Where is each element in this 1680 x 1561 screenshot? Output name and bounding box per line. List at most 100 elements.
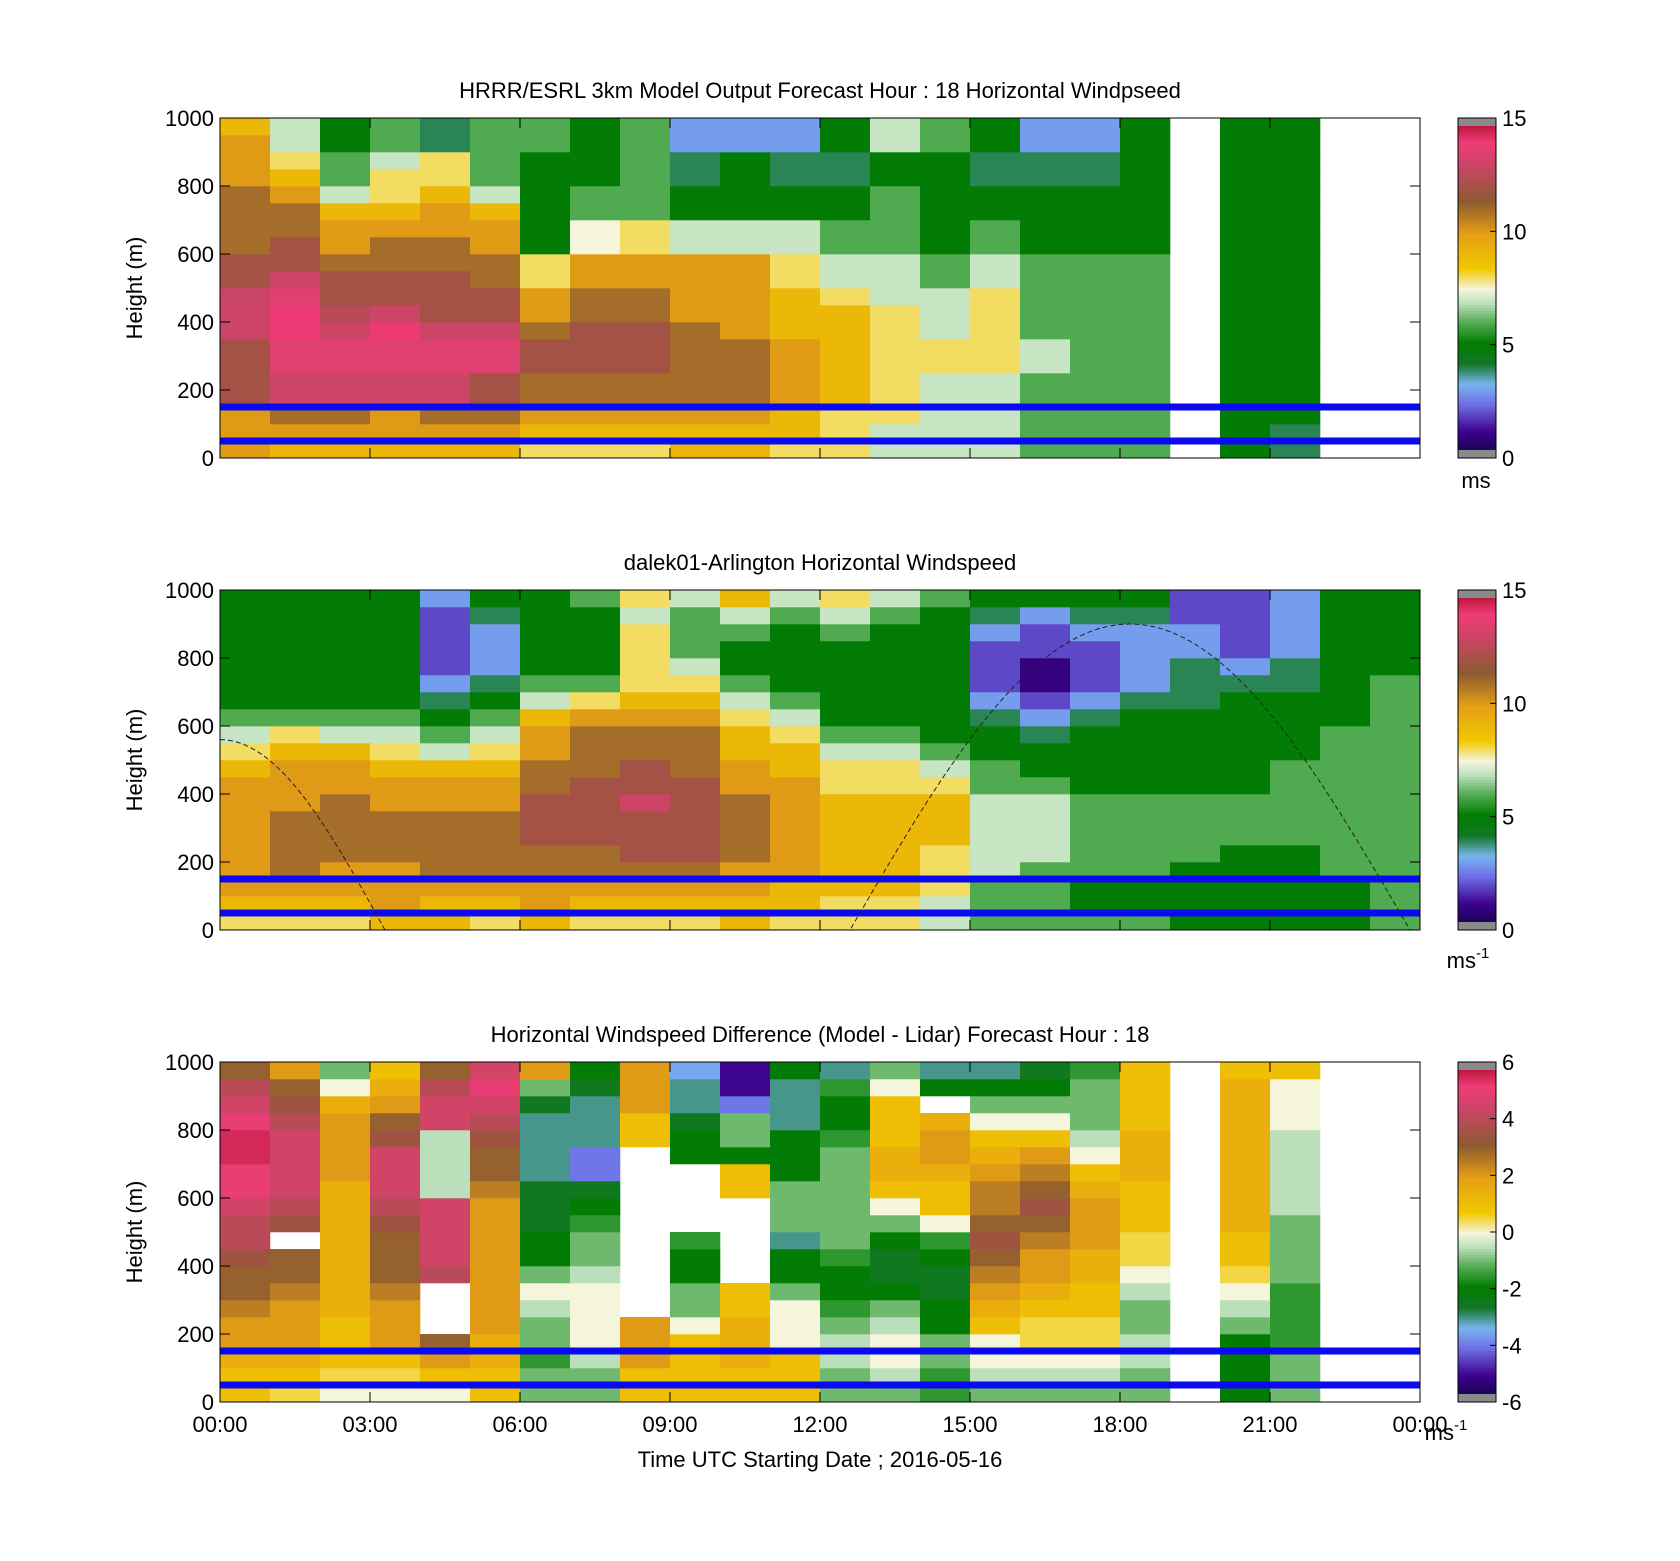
heatmap-cell — [470, 811, 521, 829]
heatmap-cell — [620, 1130, 671, 1148]
heatmap-cell — [470, 305, 521, 323]
colorbar-swatch — [1458, 1090, 1496, 1094]
heatmap-cell — [470, 424, 521, 442]
heatmap-cell — [1270, 203, 1321, 221]
heatmap-cell — [1120, 220, 1171, 238]
heatmap-cell — [720, 811, 771, 829]
heatmap-cell — [1070, 1249, 1121, 1267]
colorbar-swatch — [1458, 879, 1496, 883]
colorbar-swatch — [1458, 129, 1496, 133]
heatmap-cell — [270, 709, 321, 727]
colorbar-swatch — [1458, 279, 1496, 283]
heatmap-cell — [770, 135, 821, 153]
heatmap-cell — [920, 862, 971, 880]
colorbar-unit: ms — [1461, 468, 1490, 493]
heatmap-cell — [1070, 879, 1121, 897]
heatmap-cell — [370, 271, 421, 289]
heatmap-cell — [1270, 390, 1321, 408]
colorbar-swatch — [1458, 867, 1496, 871]
heatmap-cell — [620, 152, 671, 170]
heatmap-cell — [270, 1334, 321, 1352]
heatmap-cell — [470, 1317, 521, 1335]
heatmap-cell — [920, 390, 971, 408]
heatmap-cell — [670, 373, 721, 391]
colorbar-swatch — [1458, 669, 1496, 673]
heatmap-cell — [970, 743, 1021, 761]
heatmap-cell — [970, 424, 1021, 442]
heatmap-cell — [670, 186, 721, 204]
heatmap-cell — [1370, 760, 1421, 778]
colorbar-swatch — [1458, 205, 1496, 210]
heatmap-cell — [670, 407, 721, 425]
colorbar-swatch — [1458, 1234, 1496, 1239]
heatmap-cell — [1270, 641, 1321, 659]
heatmap-cell — [270, 424, 321, 442]
colorbar-swatch — [1458, 421, 1496, 425]
colorbar-swatch — [1458, 132, 1496, 136]
heatmap-cell — [770, 896, 821, 914]
colorbar-swatch — [1458, 384, 1496, 388]
heatmap-cell — [670, 203, 721, 221]
colorbar-swatch — [1458, 222, 1496, 227]
heatmap-cell — [1020, 1266, 1071, 1284]
colorbar-swatch — [1458, 794, 1496, 798]
colorbar-swatch — [1458, 1359, 1496, 1363]
heatmap-cell — [670, 896, 721, 914]
heatmap-cell — [420, 879, 471, 897]
colorbar-swatch — [1458, 285, 1496, 289]
colorbar-swatch — [1458, 194, 1496, 198]
colorbar-swatch — [1458, 796, 1496, 801]
colorbar-swatch — [1458, 137, 1496, 142]
heatmap-cell — [820, 692, 871, 710]
heatmap-cell — [620, 1062, 671, 1080]
heatmap-cell — [1070, 607, 1121, 625]
colorbar-swatch — [1458, 390, 1496, 394]
colorbar-swatch — [1458, 265, 1496, 269]
heatmap-cell — [470, 607, 521, 625]
heatmap-cell — [1270, 913, 1321, 931]
heatmap-cell — [820, 424, 871, 442]
colorbar-swatch — [1458, 307, 1496, 312]
heatmap-cell — [1070, 237, 1121, 255]
heatmap-cell — [1020, 424, 1071, 442]
heatmap-cell — [1370, 811, 1421, 829]
colorbar-swatch — [1458, 336, 1496, 340]
colorbar-swatch — [1458, 1200, 1496, 1205]
heatmap-cell — [1120, 726, 1171, 744]
heatmap-cell — [220, 339, 271, 357]
heatmap-cell — [520, 1198, 571, 1216]
colorbar-swatch — [1458, 443, 1496, 448]
heatmap-cell — [1220, 152, 1271, 170]
heatmap-cell — [1020, 794, 1071, 812]
colorbar-swatch — [1458, 197, 1496, 201]
heatmap-cell — [770, 1334, 821, 1352]
heatmap-cell — [920, 743, 971, 761]
heatmap-cell — [420, 658, 471, 676]
heatmap-cell — [320, 424, 371, 442]
colorbar-swatch — [1458, 598, 1496, 602]
heatmap-cell — [470, 1351, 521, 1369]
heatmap-cell — [1370, 692, 1421, 710]
heatmap-cell — [370, 288, 421, 306]
heatmap-cell — [970, 1283, 1021, 1301]
heatmap-cell — [520, 811, 571, 829]
heatmap-cell — [970, 1164, 1021, 1182]
heatmap-cell — [370, 743, 421, 761]
heatmap-cell — [1270, 424, 1321, 442]
panel-difference: Horizontal Windspeed Difference (Model -… — [122, 1022, 1522, 1472]
x-axis — [219, 118, 1421, 458]
heatmap-cell — [520, 896, 571, 914]
heatmap-cell — [970, 658, 1021, 676]
heatmap-cell — [1270, 288, 1321, 306]
colorbar-swatch — [1458, 293, 1496, 297]
heatmap-cell — [1020, 879, 1071, 897]
heatmap-cell — [1020, 1096, 1071, 1114]
heatmap-cell — [1070, 1079, 1121, 1097]
heatmap-cell — [670, 641, 721, 659]
heatmap-cell — [1270, 1147, 1321, 1165]
heatmap-cell — [370, 1351, 421, 1369]
heatmap-cell — [770, 675, 821, 693]
colorbar-swatch — [1458, 1195, 1496, 1199]
heatmap-cell — [870, 726, 921, 744]
colorbar-swatch — [1458, 254, 1496, 258]
